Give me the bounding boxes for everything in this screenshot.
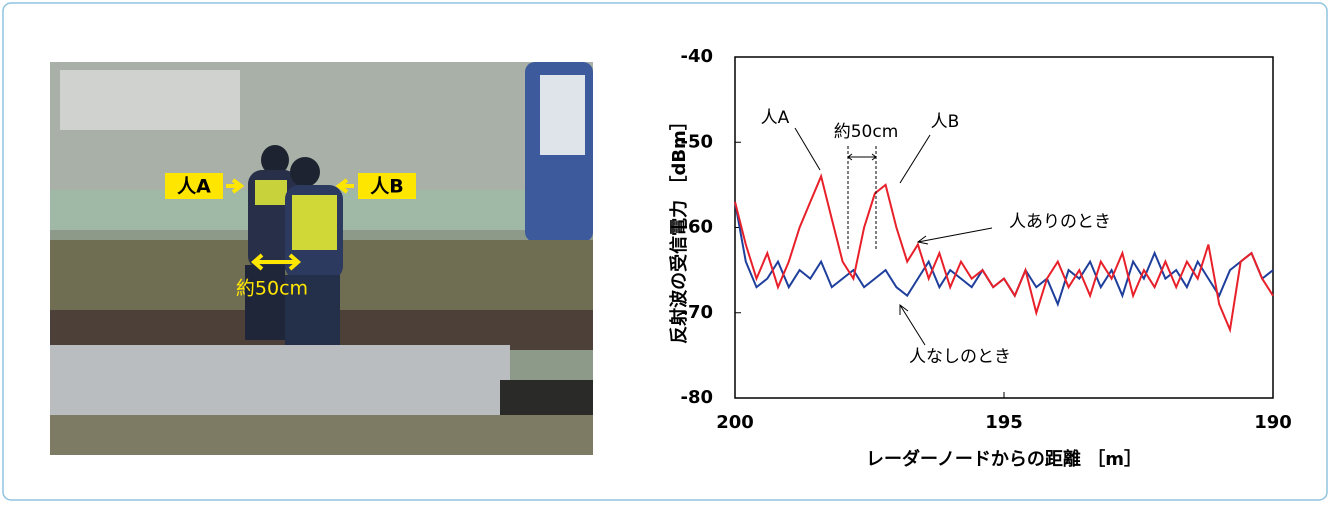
x-tick-label: 190 [1254,412,1292,433]
figure: 人A 人B 約50cm 190195200-80-70-60-50-40 反射波… [0,0,1330,503]
x-axis-label: レーダーノードからの距離 ［m］ [866,448,1142,470]
photo-label: 約50cm [236,278,308,300]
photo-label: 人B [370,176,403,198]
annotation: 人A [761,108,790,128]
annotation: 人B [931,112,960,132]
photo-label: 人A [177,176,211,198]
y-tick-label: -80 [680,387,713,408]
annotation: 人なしのとき [909,347,1011,367]
x-tick-label: 195 [985,412,1023,433]
x-tick-label: 200 [716,412,754,433]
y-tick-label: -40 [680,46,713,67]
annotation: 人ありのとき [1009,212,1111,232]
y-axis-label: 反射波の受信電力 ［dBm］ [668,112,690,344]
annotation: 約50cm [834,122,899,142]
photo: 人A 人B 約50cm [50,62,593,455]
